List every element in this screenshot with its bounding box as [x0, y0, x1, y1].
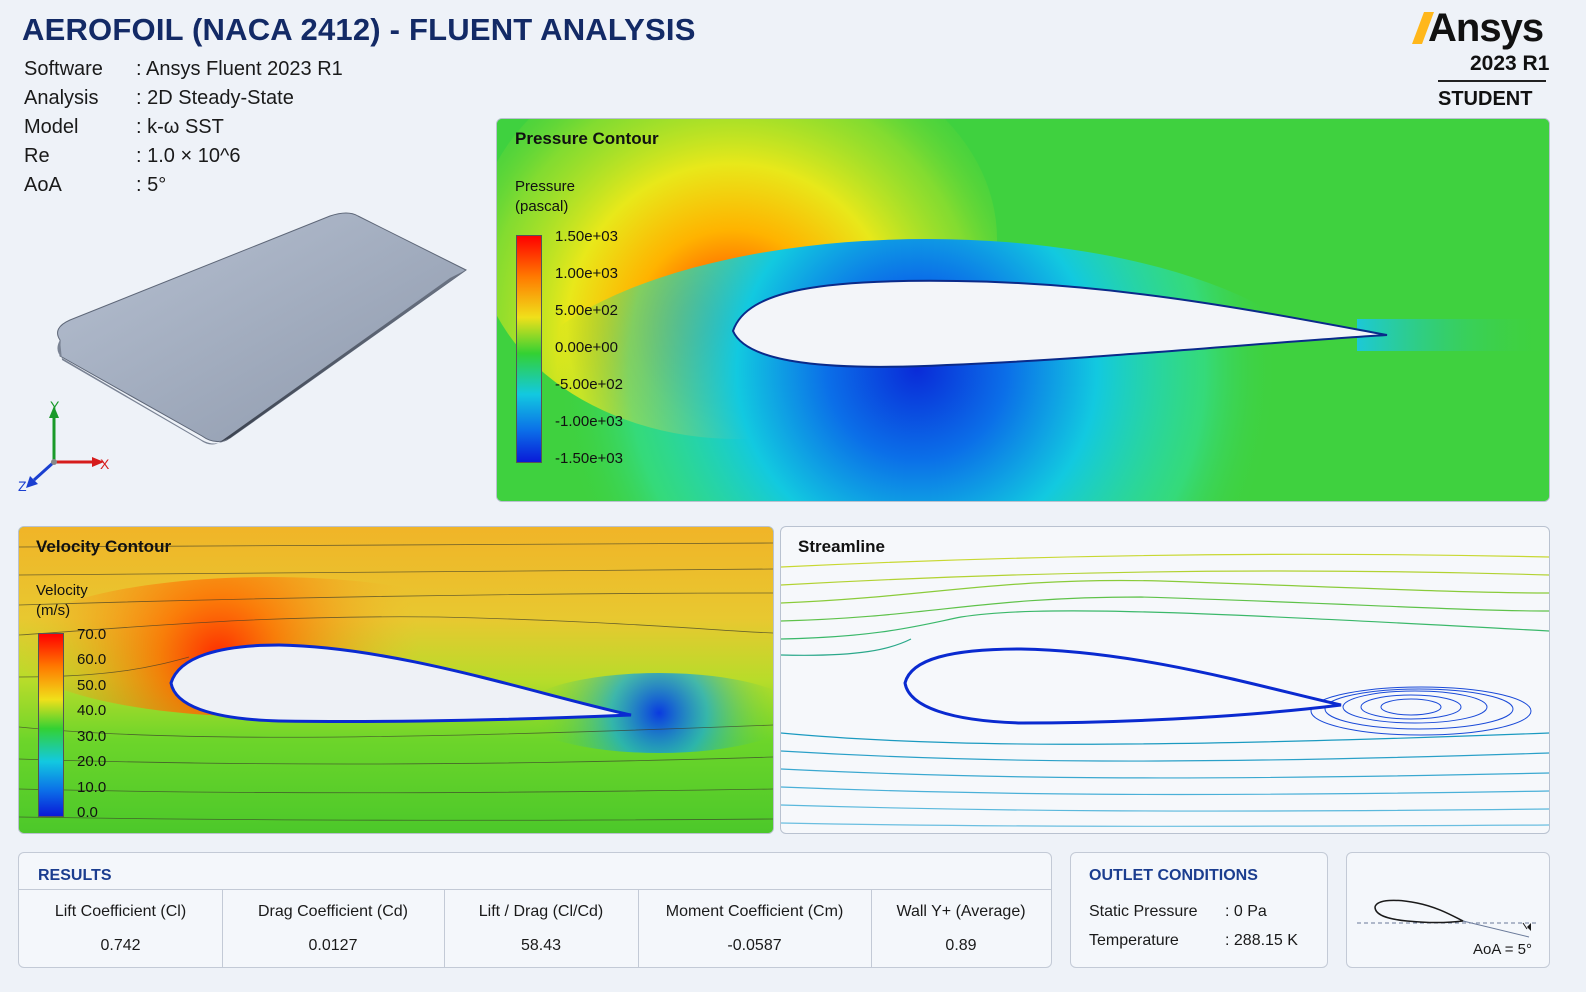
colorbar-tick: 30.0: [77, 728, 107, 745]
axis-z-label: Z: [18, 478, 27, 494]
meta-key: Software: [24, 58, 103, 80]
pressure-legend-title: Pressure (pascal): [515, 177, 575, 217]
result-value-lift-drag: 58.43: [520, 937, 562, 954]
aoa-diagram-box: AoA = 5°: [1346, 852, 1550, 968]
colorbar-tick: 50.0: [77, 677, 107, 694]
colorbar-tick: 40.0: [77, 702, 107, 719]
colorbar-tick: 0.0: [77, 804, 98, 821]
pressure-panel-title: Pressure Contour: [515, 129, 659, 148]
pressure-colorbar: [516, 235, 542, 463]
colorbar-tick: 70.0: [77, 626, 107, 643]
legend-title-unit: (m/s): [36, 602, 71, 619]
streamline-panel: Streamline: [780, 526, 1550, 834]
colorbar-tick: -1.50e+03: [555, 450, 623, 467]
meta-value: : 1.0 × 10^6: [136, 145, 241, 167]
column-divider: [871, 890, 872, 967]
aerofoil-shape: [169, 643, 632, 724]
legend-title-line: Velocity: [36, 582, 88, 599]
ansys-logo-wordmark: Ansys: [1428, 6, 1544, 50]
velocity-legend-title: Velocity (m/s): [36, 581, 88, 621]
pressure-contour-panel: Pressure Contour Pressure (pascal) 1.50e…: [496, 118, 1550, 502]
colorbar-tick: 1.50e+03: [555, 228, 618, 245]
results-box: RESULTS Lift Coefficient (Cl) 0.742 Drag…: [18, 852, 1052, 968]
result-label-moment: Moment Coefficient (Cm): [665, 903, 844, 920]
outlet-title: OUTLET CONDITIONS: [1089, 867, 1258, 884]
result-label-wall-y: Wall Y+ (Average): [896, 903, 1026, 920]
axis-x-label: X: [100, 456, 110, 472]
logo-version: 2023 R1: [1470, 52, 1550, 75]
ansys-chevron-icon: [1412, 12, 1434, 44]
column-divider: [638, 890, 639, 967]
meta-value: : 2D Steady-State: [136, 87, 294, 109]
meta-row-aoa: AoA : 5°: [24, 174, 166, 197]
outlet-value-temperature: : 288.15 K: [1225, 932, 1298, 949]
velocity-colorbar: [38, 633, 64, 817]
result-value-lift: 0.742: [100, 937, 141, 954]
colorbar-tick: 20.0: [77, 753, 107, 770]
meta-value: : 5°: [136, 174, 167, 196]
velocity-panel-title: Velocity Contour: [36, 537, 172, 556]
wing-3d-render: [57, 212, 467, 445]
results-divider: [19, 889, 1051, 890]
colorbar-tick: 1.00e+03: [555, 265, 618, 282]
colorbar-tick: 5.00e+02: [555, 302, 618, 319]
velocity-contour-panel: Velocity Contour Velocity (m/s) 70.0 60.…: [18, 526, 774, 834]
meta-key: Analysis: [24, 87, 99, 109]
colorbar-tick: 0.00e+00: [555, 339, 618, 356]
outlet-value-pressure: : 0 Pa: [1225, 903, 1267, 920]
outlet-key-temperature: Temperature: [1089, 932, 1179, 949]
meta-row-software: Software : Ansys Fluent 2023 R1: [24, 58, 343, 81]
meta-value: : Ansys Fluent 2023 R1: [136, 58, 343, 80]
colorbar-tick: 10.0: [77, 779, 107, 796]
result-label-lift-drag: Lift / Drag (Cl/Cd): [478, 903, 604, 920]
pressure-contour-plot: [497, 119, 1549, 501]
meta-key: Re: [24, 145, 50, 167]
colorbar-tick: -1.00e+03: [555, 413, 623, 430]
outlet-key-pressure: Static Pressure: [1089, 903, 1198, 920]
result-value-drag: 0.0127: [308, 937, 358, 954]
meta-key: Model: [24, 116, 79, 138]
aerofoil-shape: [731, 279, 1388, 368]
result-label-lift: Lift Coefficient (Cl): [54, 903, 187, 920]
meta-row-re: Re : 1.0 × 10^6: [24, 145, 240, 168]
meta-key: AoA: [24, 174, 62, 196]
logo-divider: [1438, 80, 1546, 82]
meta-row-analysis: Analysis : 2D Steady-State: [24, 87, 294, 110]
result-label-drag: Drag Coefficient (Cd): [258, 903, 408, 920]
aerofoil-shape: [903, 647, 1342, 725]
meta-value: : k-ω SST: [136, 116, 224, 138]
aoa-label: AoA = 5°: [1473, 941, 1532, 958]
axis-y-label: Y: [50, 398, 60, 414]
page-title: AEROFOIL (NACA 2412) - FLUENT ANALYSIS: [22, 12, 696, 47]
legend-title-unit: (pascal): [515, 198, 569, 215]
results-title: RESULTS: [38, 867, 112, 884]
outlet-conditions-box: OUTLET CONDITIONS Static Pressure : 0 Pa…: [1070, 852, 1328, 968]
logo-edition: STUDENT: [1438, 88, 1533, 110]
legend-title-line: Pressure: [515, 178, 576, 195]
colorbar-tick: -5.00e+02: [555, 376, 623, 393]
result-value-moment: -0.0587: [727, 937, 782, 954]
column-divider: [444, 890, 445, 967]
streamline-plot: [781, 553, 1549, 827]
aoa-diagram: [1357, 899, 1537, 938]
column-divider: [222, 890, 223, 967]
colorbar-tick: 60.0: [77, 651, 107, 668]
streamline-panel-title: Streamline: [798, 537, 885, 556]
meta-row-model: Model : k-ω SST: [24, 116, 224, 139]
coordinate-axes-triad: [26, 406, 104, 488]
result-value-wall-y: 0.89: [945, 937, 977, 954]
velocity-contour-plot: [19, 527, 773, 833]
